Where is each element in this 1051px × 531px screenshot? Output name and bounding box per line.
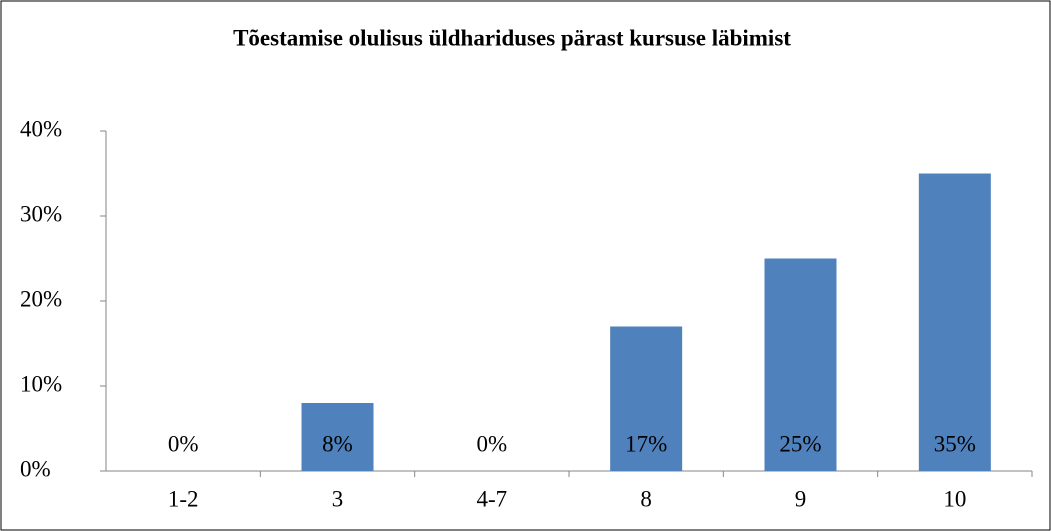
- bar: [764, 258, 837, 471]
- value-label: 17%: [625, 431, 667, 456]
- x-tick-label: 1-2: [168, 486, 199, 511]
- bar: [918, 173, 991, 471]
- value-label: 8%: [322, 431, 353, 456]
- value-label: 25%: [779, 431, 821, 456]
- x-tick-label: 9: [795, 486, 807, 511]
- bar: [610, 326, 683, 471]
- value-label: 35%: [934, 431, 976, 456]
- x-tick-label: 8: [640, 486, 652, 511]
- value-label: 0%: [476, 431, 507, 456]
- y-tick-label: 20%: [20, 286, 62, 311]
- x-tick-label: 10: [943, 486, 966, 511]
- y-tick-label: 40%: [20, 116, 62, 141]
- y-tick-label: 10%: [20, 371, 62, 396]
- x-tick-label: 3: [332, 486, 344, 511]
- x-tick-label: 4-7: [476, 486, 507, 511]
- value-label: 0%: [168, 431, 199, 456]
- y-tick-label: 30%: [20, 201, 62, 226]
- bar: [301, 403, 374, 471]
- chart-title: Tõestamise olulisus üldhariduses pärast …: [233, 25, 791, 50]
- y-tick-label: 0%: [20, 456, 51, 481]
